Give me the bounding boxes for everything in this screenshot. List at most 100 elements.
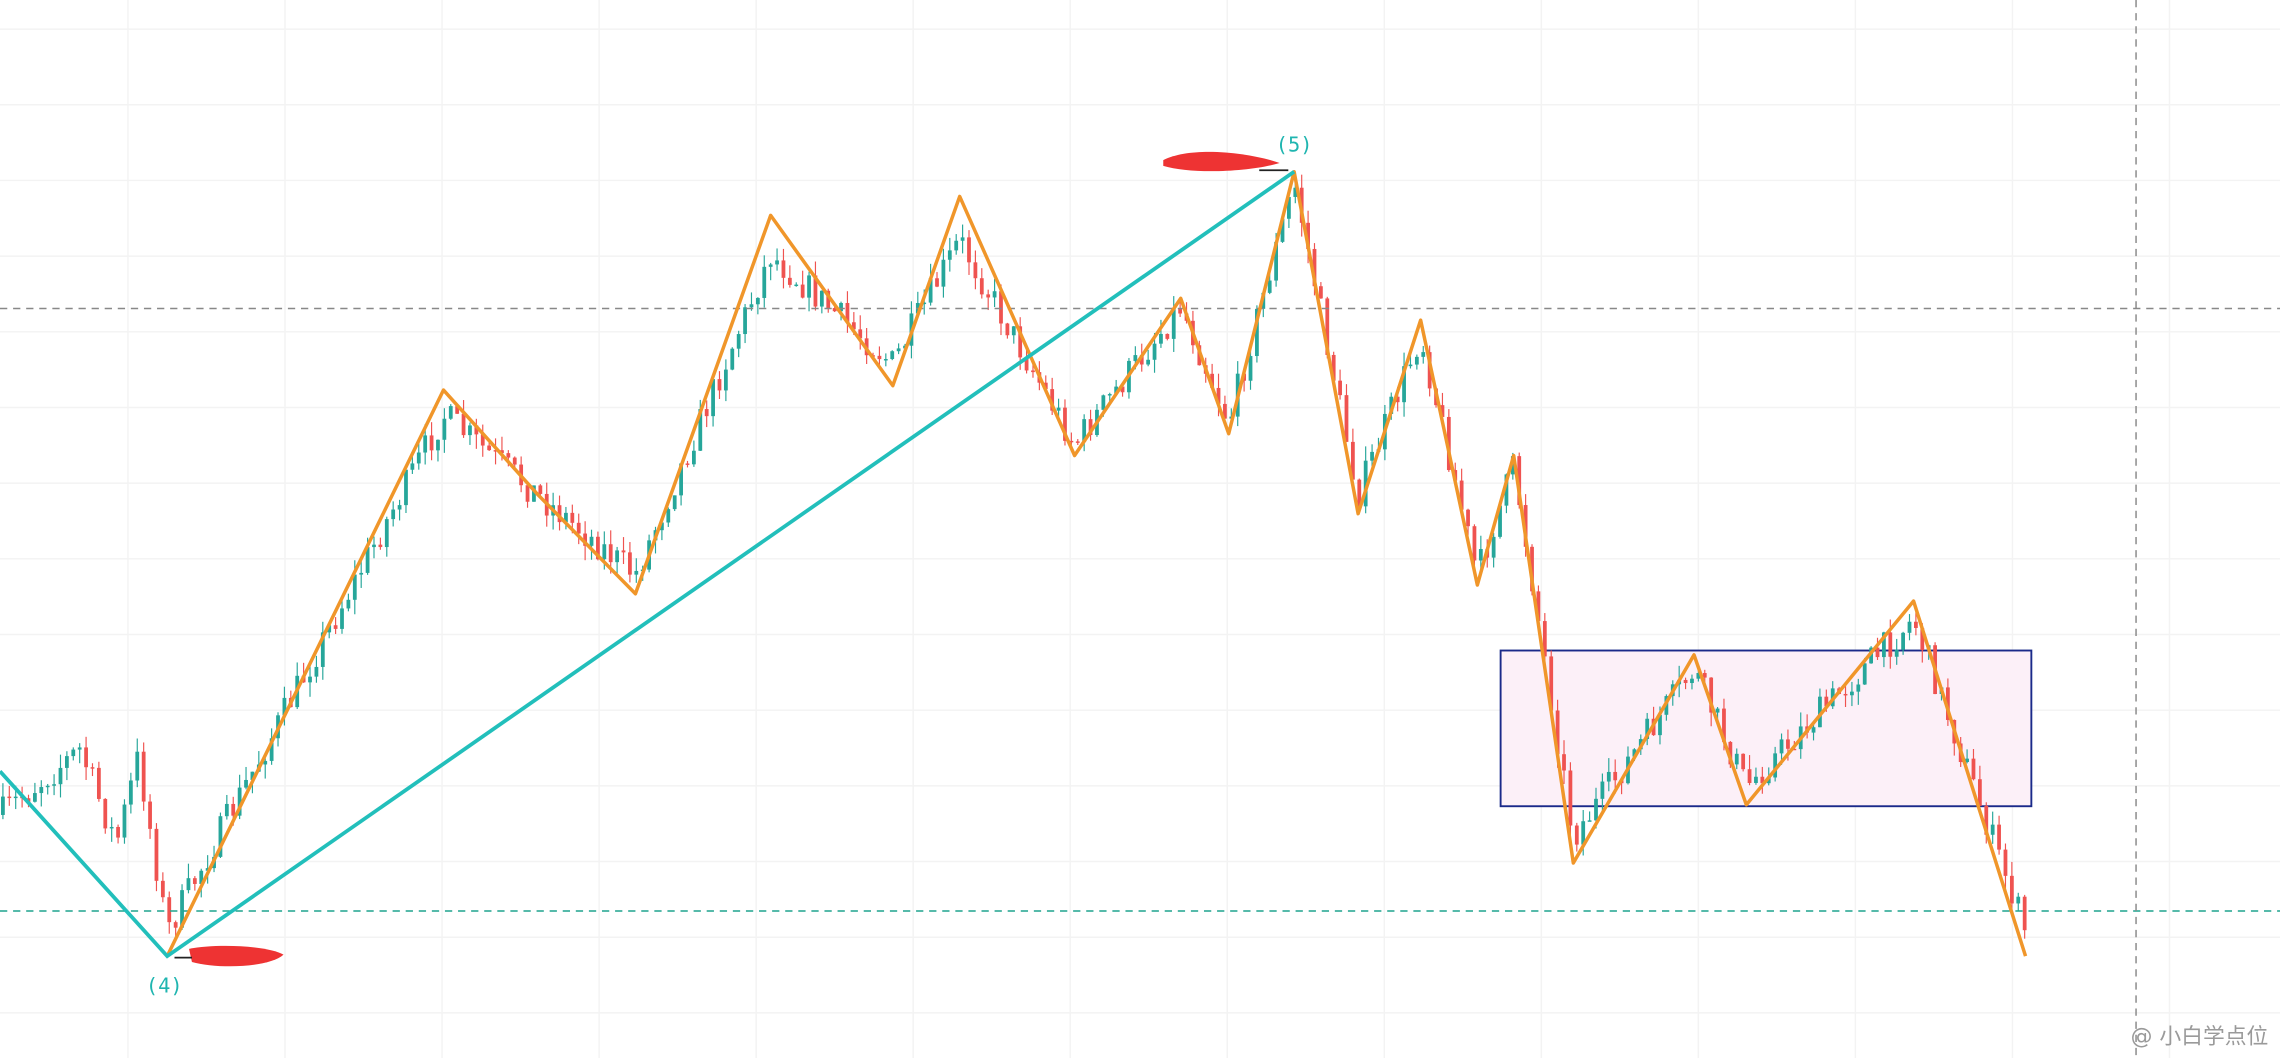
candle-body	[564, 512, 568, 523]
candle-body	[698, 409, 703, 451]
candle-body	[320, 632, 325, 667]
candle-body	[1171, 308, 1176, 339]
candle-body	[1466, 509, 1470, 527]
candle-body	[359, 572, 364, 575]
candle-body	[1075, 441, 1080, 443]
candle-body	[922, 302, 927, 305]
candle-body	[1255, 308, 1259, 357]
candle-body	[429, 435, 434, 451]
candle-body	[423, 435, 428, 453]
candle-body	[730, 348, 735, 370]
candle-body	[890, 351, 895, 360]
candle-body	[1760, 776, 1765, 784]
candle-body	[1031, 370, 1035, 373]
candle-body	[1504, 474, 1509, 506]
candle-body	[1043, 382, 1048, 390]
candle-body	[269, 738, 274, 761]
candle-body	[1792, 748, 1797, 751]
candle-body	[327, 625, 332, 633]
candle-body	[416, 452, 421, 464]
candle-body	[538, 485, 543, 494]
candle-body	[404, 469, 408, 506]
candle-body	[1977, 779, 1982, 806]
candle-body	[1216, 387, 1221, 404]
candle-body	[941, 259, 946, 287]
candle-body	[1350, 441, 1355, 480]
candle-body	[442, 418, 447, 440]
candle-body	[346, 599, 351, 609]
candle-body	[960, 237, 965, 241]
candle-body	[96, 767, 101, 799]
candle-body	[365, 547, 370, 573]
candle-body	[691, 450, 696, 465]
candle-body	[711, 379, 715, 417]
candle-body	[384, 519, 389, 548]
candle-body	[666, 509, 671, 523]
candle-body	[493, 450, 498, 452]
candle-body	[1722, 708, 1726, 742]
candle-body	[1882, 632, 1886, 658]
candle-body	[935, 278, 939, 287]
candle-body	[1971, 758, 1976, 780]
candle-body	[832, 308, 837, 312]
candle-body	[858, 329, 863, 339]
candle-body	[1363, 460, 1368, 507]
candle-body	[1287, 196, 1291, 219]
candle-body	[1210, 373, 1215, 388]
candle-body	[1063, 407, 1067, 441]
candle-body	[1024, 357, 1029, 371]
candle-body	[1107, 394, 1112, 396]
candle-body	[1114, 386, 1119, 395]
candle-body	[615, 550, 620, 563]
candle-body	[2003, 849, 2008, 876]
candle-body	[1402, 366, 1406, 403]
redaction	[1163, 151, 1280, 172]
candle-body	[148, 801, 152, 829]
candle-body	[7, 796, 12, 799]
candle-body	[116, 826, 120, 838]
candle-body	[1696, 673, 1701, 679]
candle-body	[768, 264, 773, 267]
candle-body	[90, 767, 95, 769]
candle-body	[308, 676, 312, 683]
candle-body	[1082, 419, 1087, 442]
candle-body	[1159, 333, 1163, 344]
candle-body	[1907, 621, 1912, 633]
candle-body	[58, 767, 63, 785]
watermark: @ 小白学点位	[2131, 1024, 2269, 1049]
candle-body	[512, 457, 517, 465]
candle-body	[1446, 416, 1451, 471]
candle-body	[1632, 749, 1637, 757]
candle-body	[1901, 632, 1905, 650]
candle-body	[1587, 820, 1592, 822]
candle-body	[1223, 403, 1227, 419]
candle-body	[826, 290, 831, 309]
candle-body	[877, 355, 882, 360]
candle-body	[883, 359, 888, 361]
candle-body	[154, 828, 159, 881]
candle-body	[1856, 684, 1861, 692]
candle-body	[1894, 649, 1899, 657]
candle-body	[378, 544, 383, 548]
candle-body	[1600, 781, 1605, 799]
candle-body	[1690, 678, 1694, 684]
candle-body	[839, 302, 843, 312]
candle-body	[436, 439, 440, 451]
candle-body	[2022, 896, 2027, 931]
candle-body	[1088, 419, 1093, 436]
wave-label: (5)	[1276, 132, 1313, 156]
candle-body	[1018, 326, 1023, 358]
candle-body	[1549, 656, 1554, 711]
candle-body	[45, 785, 50, 788]
candle-body	[819, 290, 824, 307]
candle-body	[1338, 380, 1342, 396]
candle-body	[576, 522, 581, 534]
candle-body	[947, 250, 952, 260]
trend-line	[0, 170, 1296, 959]
candle-body	[244, 779, 248, 788]
candle-body	[160, 880, 165, 898]
candle-body	[1984, 805, 1989, 835]
candle-body	[1875, 647, 1880, 658]
candle-body	[167, 897, 172, 923]
